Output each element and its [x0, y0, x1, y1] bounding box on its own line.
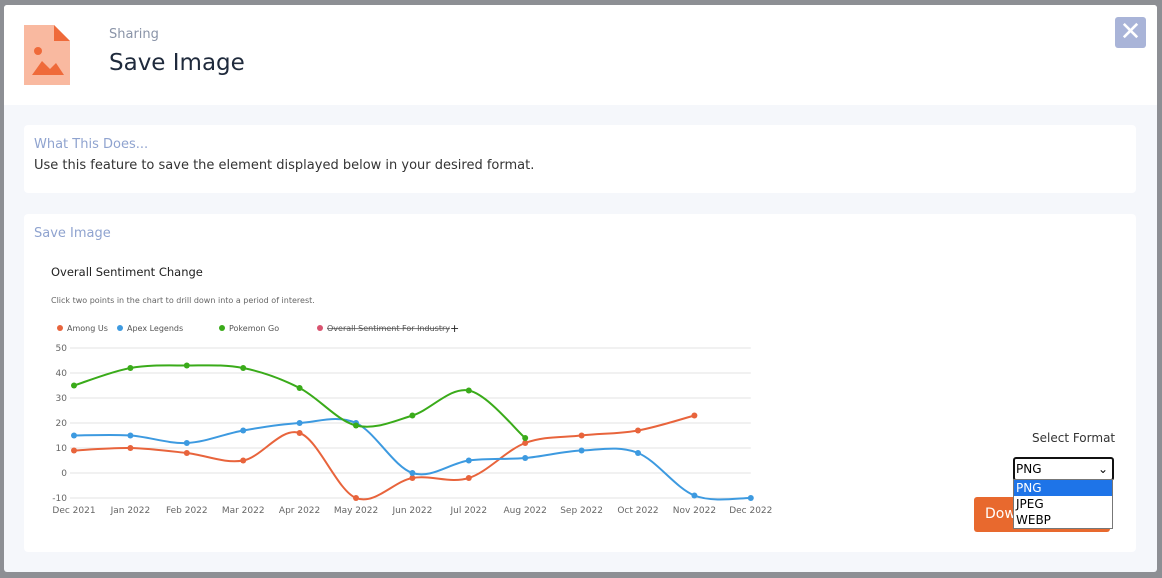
data-point	[409, 412, 416, 419]
x-tick-label: Oct 2022	[617, 506, 658, 516]
data-point	[578, 447, 585, 454]
legend-add: +	[450, 322, 459, 335]
data-point	[127, 365, 134, 371]
data-point	[127, 432, 134, 439]
data-point	[522, 435, 529, 441]
y-tick-label: 0	[61, 469, 67, 479]
x-tick-label: Jul 2022	[449, 506, 487, 516]
data-point	[240, 457, 247, 464]
data-point	[71, 447, 77, 454]
legend-swatch	[57, 325, 63, 331]
data-point	[691, 412, 698, 419]
header-title: Save Image	[109, 50, 245, 76]
data-point	[240, 427, 247, 434]
info-text: Use this feature to save the element dis…	[34, 158, 535, 173]
data-point	[635, 450, 641, 456]
legend-label: Pokemon Go	[229, 324, 279, 333]
data-point	[691, 492, 698, 499]
info-title: What This Does...	[34, 137, 149, 152]
data-point	[409, 470, 416, 476]
x-tick-label: May 2022	[334, 506, 378, 516]
modal-header: Sharing Save Image ✕	[4, 5, 1157, 105]
icon	[24, 25, 70, 85]
data-point	[465, 475, 472, 481]
data-point	[296, 420, 303, 426]
data-point	[240, 365, 247, 371]
data-point	[409, 475, 416, 481]
x-tick-label: Nov 2022	[673, 506, 716, 516]
legend-label: Overall Sentiment For Industry	[327, 324, 450, 333]
y-tick-label: 10	[56, 444, 68, 454]
data-point	[183, 362, 190, 369]
format-list: PNG JPEG WEBP	[1013, 479, 1113, 529]
y-tick-label: 30	[56, 394, 68, 404]
format-option[interactable]: WEBP	[1016, 513, 1051, 527]
legend-swatch	[117, 325, 123, 331]
close-button[interactable]: ✕	[1115, 17, 1146, 48]
series-line	[73, 414, 695, 501]
data-point	[183, 440, 190, 446]
data-point	[465, 457, 472, 464]
series-line	[73, 364, 526, 439]
x-tick-label: Apr 2022	[279, 506, 320, 516]
data-point	[296, 430, 303, 436]
x-tick-label: Mar 2022	[222, 506, 265, 516]
x-tick-label: Feb 2022	[166, 506, 208, 516]
selected-format: PNG	[1016, 462, 1042, 476]
format-select[interactable]: PNG ⌄	[1013, 457, 1114, 481]
data-point	[71, 382, 77, 389]
data-point	[747, 495, 754, 501]
data-point	[522, 440, 529, 446]
y-tick-label: 50	[56, 344, 68, 354]
series-line	[73, 418, 751, 501]
legend-label: Apex Legends	[127, 324, 183, 333]
chart-title: Overall Sentiment Change	[51, 265, 203, 279]
data-point	[127, 445, 134, 451]
y-tick-label: 20	[56, 419, 68, 429]
save-title: Save Image	[34, 226, 111, 241]
legend-swatch	[219, 325, 225, 331]
format-option[interactable]: PNG	[1014, 480, 1112, 496]
data-point	[353, 422, 359, 429]
data-point	[71, 432, 77, 439]
save-card: Save Image Select Format Download PNG⌄ P…	[24, 214, 1136, 552]
x-tick-label: Jun 2022	[391, 506, 432, 516]
legend-swatch	[317, 325, 323, 331]
x-tick-label: Aug 2022	[504, 506, 547, 516]
x-tick-label: Dec 2022	[729, 506, 772, 516]
data-point	[296, 385, 303, 391]
format-option[interactable]: JPEG	[1016, 497, 1044, 511]
chevron: ⌄	[1097, 462, 1108, 476]
legend-label: Among Us	[67, 324, 108, 333]
data-point	[353, 495, 359, 501]
x-tick-label: Jan 2022	[110, 506, 151, 516]
x-tick-label: Sep 2022	[560, 506, 603, 516]
header-subtitle: Sharing	[109, 27, 159, 42]
data-point	[635, 427, 641, 434]
chart: Overall Sentiment Change Click two point…	[51, 265, 772, 516]
info-card: What This Does... Use this feature to sa…	[24, 125, 1136, 193]
data-point	[465, 387, 472, 394]
data-point	[578, 432, 585, 439]
data-point	[183, 450, 190, 456]
chart-subtitle: Click two points in the chart to drill d…	[51, 296, 315, 305]
y-tick-label: -10	[52, 494, 67, 504]
format-label: Select Format	[1032, 431, 1116, 445]
y-tick-label: 40	[56, 369, 68, 379]
modal: Sharing Save Image ✕ What This Does... U…	[4, 5, 1157, 572]
data-point	[522, 455, 529, 461]
x-tick-label: Dec 2021	[52, 506, 95, 516]
